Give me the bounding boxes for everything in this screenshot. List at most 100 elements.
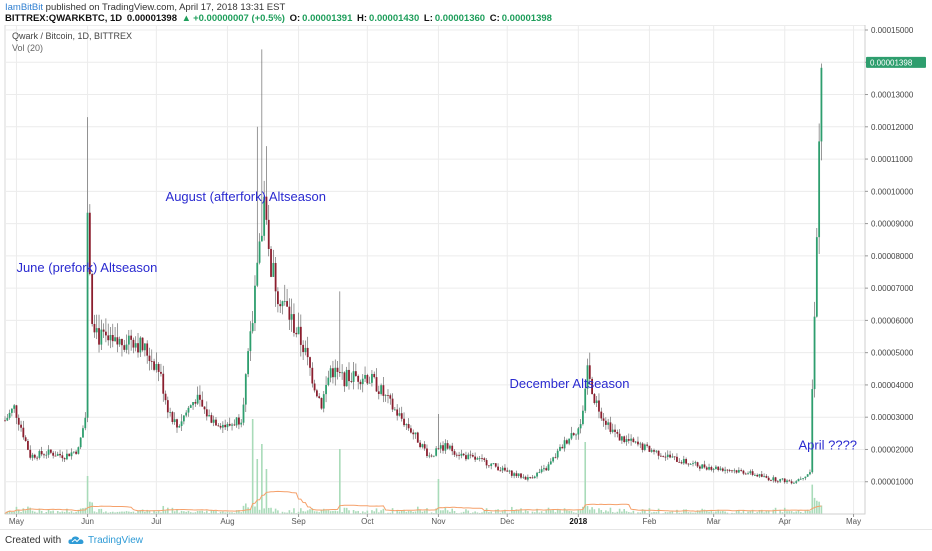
symbol-ohlc-line: BITTREX:QWARKBTC, 1D 0.00001398 ▲+0.0000… xyxy=(5,13,554,24)
candle-body xyxy=(211,415,213,423)
candle-body xyxy=(814,317,816,389)
candle-body xyxy=(389,395,391,398)
candle-body xyxy=(57,454,59,456)
candle-body xyxy=(692,463,694,464)
candle-body xyxy=(119,339,121,345)
volume-bar xyxy=(548,508,550,514)
candle-body xyxy=(630,439,632,441)
candle-body xyxy=(683,459,685,463)
annotation-label: April ???? xyxy=(798,437,857,452)
publish-line: IamBitBit published on TradingView.com, … xyxy=(5,2,285,13)
volume-bar xyxy=(814,498,816,514)
candle-body xyxy=(321,398,323,409)
volume-bar xyxy=(309,509,311,514)
candle-body xyxy=(309,357,311,368)
candle-body xyxy=(610,422,612,432)
candle-body xyxy=(481,458,483,459)
price-tick-label: 0.00008000 xyxy=(871,252,914,261)
candle-body xyxy=(428,456,430,457)
volume-bar xyxy=(245,503,247,514)
candle-body xyxy=(752,471,754,475)
candle-body xyxy=(497,467,499,471)
candle-body xyxy=(249,331,251,351)
volume-bar xyxy=(564,508,566,514)
candle-body xyxy=(818,141,820,237)
candle-body xyxy=(144,343,146,350)
candle-body xyxy=(323,394,325,408)
candle-body xyxy=(84,418,86,428)
candle-body xyxy=(43,454,45,455)
candle-body xyxy=(339,372,341,373)
volume-bar xyxy=(445,508,447,514)
price-axis[interactable]: 0.000010000.000020000.000030000.00004000… xyxy=(865,25,914,514)
time-tick-label: Sep xyxy=(291,517,306,526)
volume-bar xyxy=(263,508,265,514)
volume-bar xyxy=(610,508,612,514)
candle-body xyxy=(552,457,554,461)
volume-bar xyxy=(559,510,561,514)
candle-body xyxy=(13,405,15,408)
candle-body xyxy=(571,433,573,439)
price-chart[interactable]: 0.000010000.000020000.000030000.00004000… xyxy=(0,25,932,527)
candle-body xyxy=(261,236,263,242)
price-tick-label: 0.00010000 xyxy=(871,187,914,196)
candle-body xyxy=(747,473,749,474)
candle-body xyxy=(123,345,125,350)
volume-bar xyxy=(380,510,382,514)
candle-body xyxy=(674,456,676,457)
candle-body xyxy=(665,457,667,458)
candle-body xyxy=(73,452,75,453)
candle-body xyxy=(66,454,68,460)
candle-body xyxy=(259,241,261,262)
candle-body xyxy=(745,474,747,475)
volume-bar xyxy=(27,507,29,514)
candle-body xyxy=(607,422,609,424)
candle-body xyxy=(126,345,128,350)
candle-body xyxy=(270,249,272,277)
candle-body xyxy=(247,351,249,374)
candle-body xyxy=(194,402,196,404)
volume-bar xyxy=(426,508,428,514)
candle-body xyxy=(568,439,570,444)
candle-body xyxy=(788,480,790,481)
volume-bar xyxy=(289,510,291,514)
time-tick-label: Dec xyxy=(500,517,514,526)
candle-body xyxy=(128,336,130,345)
annotation-label: August (afterfork) Altseason xyxy=(166,189,326,204)
candle-body xyxy=(59,454,61,455)
volume-bar xyxy=(82,508,84,514)
candle-body xyxy=(626,439,628,442)
candle-body xyxy=(442,445,444,450)
candle-body xyxy=(637,442,639,445)
candle-body xyxy=(325,385,327,394)
candle-body xyxy=(460,454,462,456)
candle-body xyxy=(20,425,22,428)
candle-body xyxy=(114,337,116,341)
volume-bar xyxy=(259,510,261,514)
candle-body xyxy=(300,327,302,345)
volume-bar xyxy=(589,510,591,514)
volume-bar xyxy=(649,508,651,514)
candle-body xyxy=(438,448,440,449)
time-tick-label: 2018 xyxy=(569,517,587,526)
volume-bar xyxy=(371,510,373,514)
time-tick-label: May xyxy=(846,517,861,526)
high-label: H: xyxy=(357,13,367,24)
candle-body xyxy=(534,477,536,479)
volume-bar xyxy=(392,508,394,514)
candle-body xyxy=(334,368,336,377)
candle-body xyxy=(775,477,777,481)
tradingview-brand[interactable]: TradingView xyxy=(88,535,143,546)
candle-body xyxy=(80,438,82,448)
candle-body xyxy=(364,375,366,379)
candle-body xyxy=(188,408,190,413)
candle-body xyxy=(809,472,811,474)
low-label: L: xyxy=(424,13,433,24)
candle-body xyxy=(419,443,421,447)
candle-body xyxy=(474,457,476,460)
candle-body xyxy=(82,428,84,437)
author-link[interactable]: IamBitBit xyxy=(5,2,43,13)
candle-body xyxy=(236,418,238,426)
